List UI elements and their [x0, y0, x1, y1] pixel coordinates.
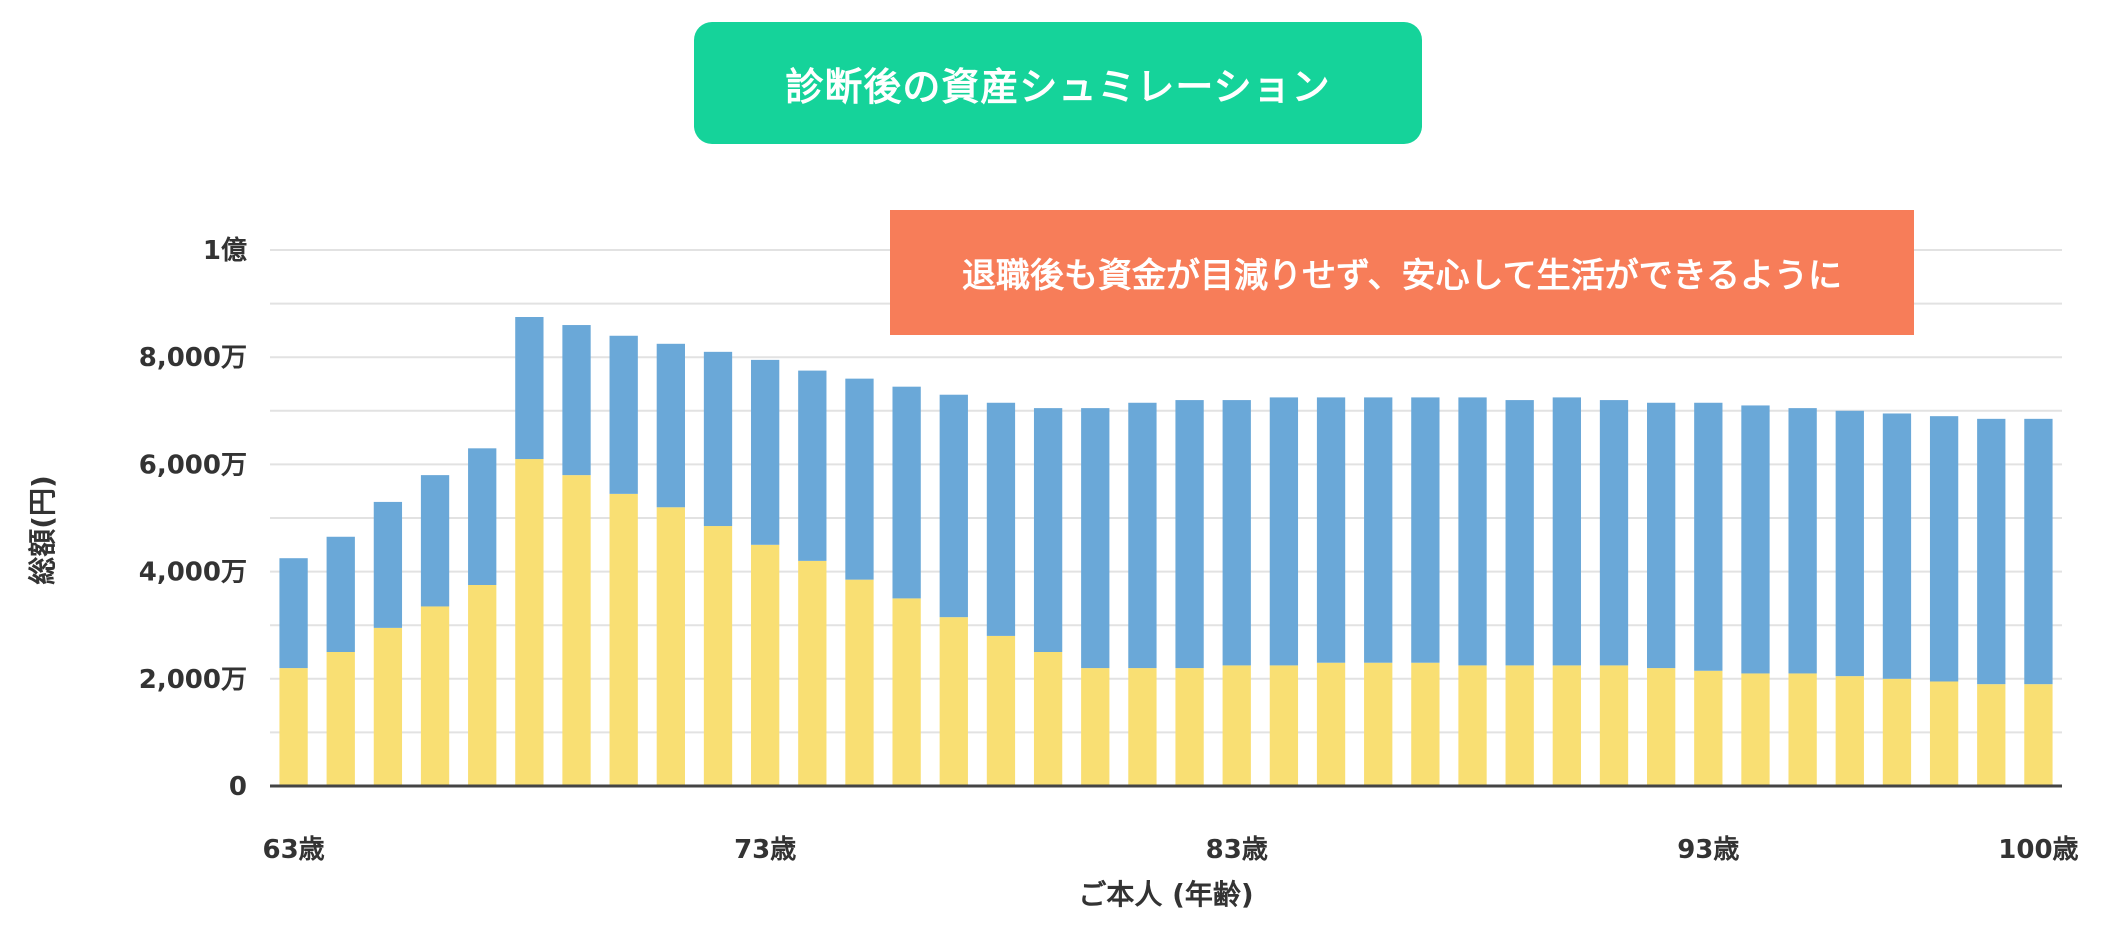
bar-segment: [609, 493, 638, 786]
bar-segment: [1741, 673, 1770, 786]
y-tick-labels: 0 2,000万 4,000万 6,000万 8,000万 1億: [139, 236, 247, 802]
bar-segment: [1081, 668, 1110, 786]
bar-segment: [1222, 665, 1251, 786]
bar-segment: [1175, 400, 1204, 669]
bar-segment: [798, 560, 827, 786]
bar-segment: [1694, 402, 1723, 671]
bar-segment: [1835, 410, 1864, 677]
bar-segment: [845, 579, 874, 786]
bar-segment: [939, 617, 968, 786]
bar-segment: [1788, 408, 1817, 674]
bar-segment: [1269, 397, 1299, 666]
x-tick-label: 83歳: [1206, 835, 1268, 865]
x-tick-label: 73歳: [734, 835, 796, 865]
y-tick-label: 1億: [203, 236, 247, 266]
bar-segment: [1458, 665, 1487, 786]
bar-segment: [1033, 652, 1063, 786]
x-tick-labels: 63歳 73歳 83歳 93歳 100歳: [262, 835, 2078, 865]
bar-segment: [1647, 402, 1676, 669]
bar-segment: [468, 585, 497, 786]
bar-segment: [515, 459, 544, 786]
bar-segment: [420, 475, 450, 607]
bar-segment: [1788, 673, 1817, 786]
y-axis-title: 総額(円): [26, 475, 59, 585]
bar-segment: [1552, 397, 1581, 666]
bar-segment: [1316, 397, 1346, 663]
bar-segment: [279, 668, 308, 786]
bar-segment: [279, 558, 308, 669]
bar-segment: [703, 526, 733, 786]
bar-segment: [1081, 408, 1110, 669]
bar-segment: [1364, 662, 1393, 786]
bar-segment: [515, 317, 544, 460]
bar-segment: [1599, 400, 1629, 666]
bar-segment: [1929, 416, 1959, 682]
bar-segment: [1411, 397, 1440, 663]
bar-segment: [751, 544, 780, 786]
bars: [279, 317, 2053, 786]
bar-segment: [468, 448, 497, 585]
bar-segment: [986, 635, 1016, 786]
bar-segment: [892, 386, 921, 599]
bar-segment: [1835, 676, 1864, 786]
callout-banner: 退職後も資金が目減りせず、安心して生活ができるように: [890, 210, 1914, 335]
bar-segment: [1599, 665, 1629, 786]
y-tick-label: 6,000万: [139, 450, 247, 480]
bar-segment: [703, 351, 733, 527]
bar-segment: [1929, 681, 1959, 786]
bar-segment: [609, 335, 638, 494]
bar-segment: [1505, 400, 1534, 666]
bar-segment: [373, 501, 403, 628]
bar-segment: [1175, 668, 1204, 786]
bar-segment: [562, 325, 591, 476]
bar-segment: [1882, 678, 1912, 786]
bar-segment: [1741, 405, 1770, 674]
bar-segment: [1647, 668, 1676, 786]
bar-segment: [1977, 418, 2006, 685]
bar-segment: [2024, 418, 2053, 685]
y-tick-label: 8,000万: [139, 343, 247, 373]
y-tick-label: 0: [229, 772, 247, 802]
x-tick-label: 63歳: [262, 835, 324, 865]
bar-segment: [1882, 413, 1912, 679]
bar-segment: [1694, 670, 1723, 786]
bar-segment: [1458, 397, 1487, 666]
bar-segment: [845, 378, 874, 580]
bar-segment: [939, 394, 968, 618]
x-tick-label: 100歳: [1998, 835, 2078, 865]
bar-segment: [1128, 402, 1157, 669]
bar-segment: [562, 475, 591, 786]
bar-segment: [326, 536, 355, 652]
bar-segment: [2024, 684, 2053, 786]
bar-segment: [986, 402, 1016, 636]
bar-segment: [1364, 397, 1393, 663]
bar-segment: [1505, 665, 1534, 786]
bar-segment: [1316, 662, 1346, 786]
page-title: 診断後の資産シュミレーション: [694, 22, 1422, 144]
bar-segment: [892, 598, 921, 786]
bar-segment: [656, 507, 685, 786]
y-tick-label: 2,000万: [139, 665, 247, 695]
bar-segment: [1411, 662, 1440, 786]
bar-segment: [798, 370, 827, 561]
y-tick-label: 4,000万: [139, 558, 247, 588]
bar-segment: [656, 343, 685, 508]
bar-segment: [373, 627, 403, 786]
bar-segment: [1977, 684, 2006, 786]
bar-segment: [1222, 400, 1251, 666]
bar-segment: [420, 606, 450, 786]
bar-segment: [1033, 408, 1063, 652]
x-axis-title: ご本人 (年齢): [1078, 878, 1253, 911]
bar-segment: [1269, 665, 1299, 786]
bar-segment: [326, 652, 355, 786]
x-tick-label: 93歳: [1677, 835, 1739, 865]
bar-segment: [1552, 665, 1581, 786]
bar-segment: [1128, 668, 1157, 786]
bar-segment: [751, 359, 780, 545]
